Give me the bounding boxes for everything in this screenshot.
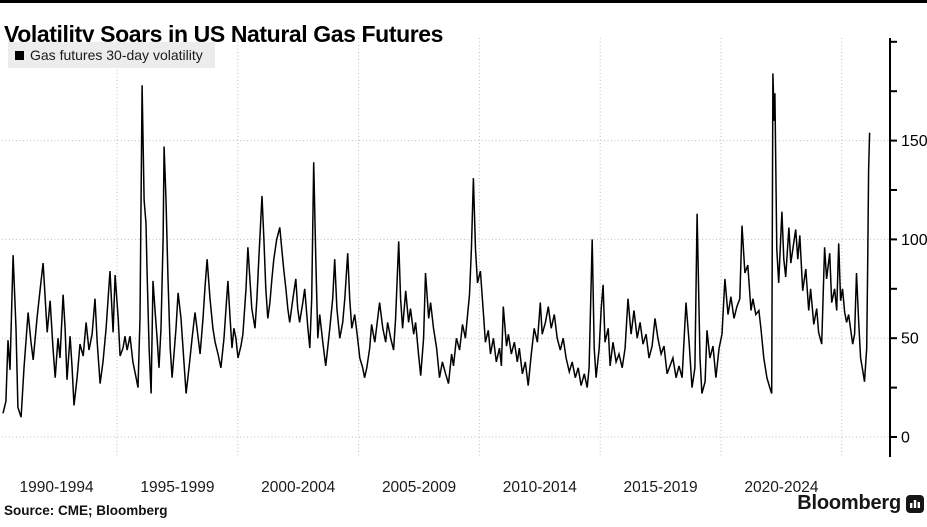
- y-axis-label: 50: [901, 331, 919, 348]
- top-rule: [0, 0, 927, 3]
- x-axis-label: 2005-2009: [382, 479, 456, 496]
- y-axis-label: 100: [901, 232, 927, 249]
- x-axis-label: 2000-2004: [261, 479, 336, 496]
- legend-label: Gas futures 30-day volatility: [30, 47, 203, 63]
- bloomberg-terminal-icon: [906, 494, 924, 513]
- x-axis-label: 2015-2019: [624, 479, 698, 496]
- bloomberg-wordmark: Bloomberg: [797, 492, 901, 514]
- x-axis-label: 2010-2014: [503, 479, 578, 496]
- y-axis-label: 0: [901, 430, 910, 447]
- legend-marker-square: [15, 50, 24, 60]
- x-axis-label: 2020-2024: [744, 479, 819, 496]
- x-axis-label: 1995-1999: [140, 479, 214, 496]
- bloomberg-brand: Bloomberg: [797, 492, 924, 515]
- volatility-series-line: [2, 73, 871, 418]
- x-axis-label: 1990-1994: [20, 479, 95, 496]
- y-axis-label: 150: [901, 133, 927, 150]
- source-note: Source: CME; Bloomberg: [4, 503, 168, 518]
- chart-legend: Gas futures 30-day volatility: [8, 42, 215, 68]
